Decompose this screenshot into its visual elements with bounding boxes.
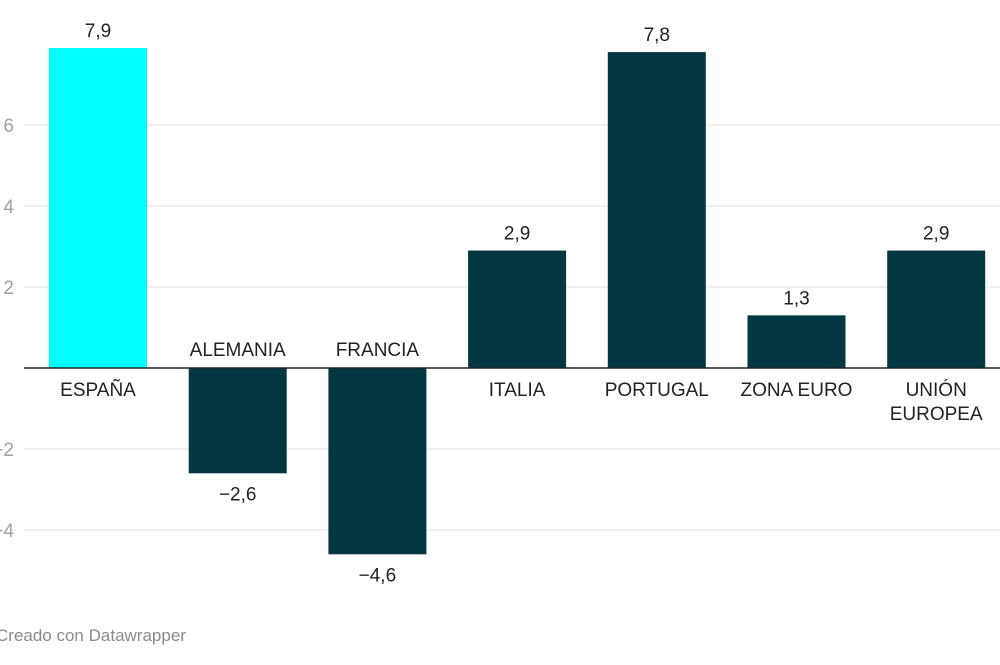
value-label: −2,6 [219,484,257,505]
category-label: ALEMANIA [190,340,286,361]
y-tick-label: −4 [0,521,14,542]
bar [188,368,287,474]
y-tick-label: 2 [3,278,14,299]
bar [747,315,846,368]
bar [607,52,706,368]
category-label: FRANCIA [336,340,420,361]
y-tick-label: 6 [3,116,14,137]
bar [328,368,427,555]
value-label: −4,6 [359,565,397,586]
value-label: 7,9 [85,21,111,42]
value-label: 7,8 [644,25,670,46]
value-label: 2,9 [504,224,530,245]
category-label: EUROPEA [890,404,983,425]
category-label: ZONA EURO [741,380,853,401]
labels-layer: 7,9 ESPAÑA −2,6 ALEMANIA −4,6 FRANCIA 2,9 ITALI… [60,21,983,586]
bar [887,250,986,368]
value-label: 2,9 [923,224,949,245]
bars-layer [24,48,1000,555]
category-label: ITALIA [489,380,546,401]
credit-text: Creado con Datawrapper [0,626,186,645]
category-label: ESPAÑA [60,379,136,401]
category-label: PORTUGAL [605,380,709,401]
category-label: UNIÓN [906,379,967,401]
bar [49,48,147,369]
bar [468,250,567,368]
value-label: 1,3 [783,288,809,309]
y-tick-label: −2 [0,440,14,461]
y-tick-label: 4 [3,197,14,218]
